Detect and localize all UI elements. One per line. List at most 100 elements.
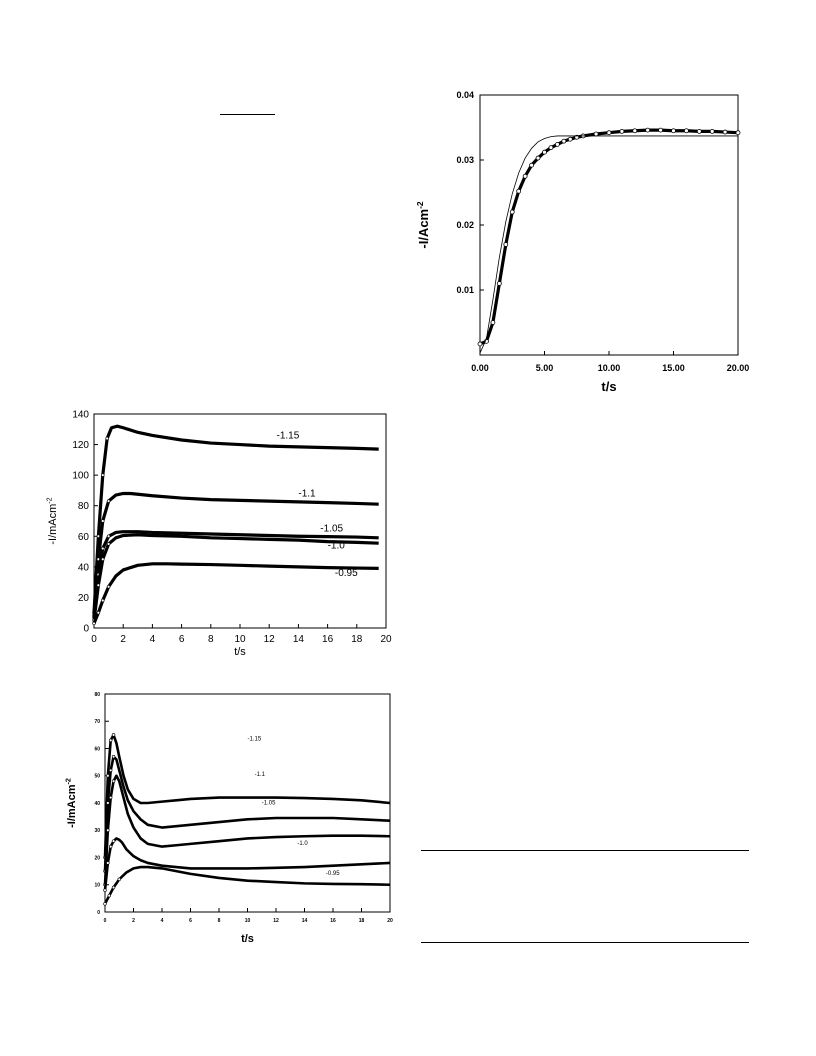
data-point (516, 188, 522, 194)
x-tick-label: 0 (104, 918, 107, 924)
y-tick-label: 20 (94, 855, 100, 861)
y-axis-label-text: -I/Acm (416, 209, 431, 249)
x-tick-label: 20 (380, 634, 392, 645)
series-label: -1.1 (298, 489, 316, 500)
x-tick-label: 0 (91, 634, 97, 645)
x-tick-label: 0.00 (471, 363, 489, 373)
data-point (108, 768, 113, 773)
data-point (619, 129, 625, 134)
y-tick-label: 0.03 (456, 155, 474, 165)
table-bottom-rule (421, 942, 749, 943)
x-tick-label: 4 (161, 918, 164, 924)
data-point (548, 145, 554, 151)
y-axis-label: -I/mAcm-2 (65, 778, 78, 828)
data-point (535, 155, 541, 161)
data-point (606, 130, 612, 136)
data-point (106, 774, 110, 778)
data-point (509, 209, 515, 215)
y-tick-label: 40 (94, 801, 100, 807)
x-tick-label: 16 (322, 634, 334, 645)
data-point (542, 149, 547, 155)
series-line-1 (92, 424, 379, 613)
series-line-2 (103, 755, 391, 872)
data-point (561, 138, 567, 144)
data-point (709, 129, 715, 134)
series-line-4 (92, 533, 379, 621)
data-point (111, 754, 116, 759)
short-rule (220, 114, 275, 115)
data-point (658, 127, 664, 133)
data-point (111, 733, 116, 737)
data-point (101, 473, 105, 477)
x-tick-label: 20 (387, 918, 393, 924)
data-point (735, 130, 741, 136)
x-tick-label: 5.00 (536, 363, 554, 373)
y-tick-label: 30 (94, 828, 100, 834)
y-axis-label: -I/Acm-2 (415, 201, 431, 249)
y-tick-label: 100 (72, 471, 89, 482)
data-point (106, 801, 110, 805)
x-tick-label: 12 (273, 918, 279, 924)
x-tick-label: 14 (293, 634, 305, 645)
data-point (96, 611, 101, 615)
data-point (101, 557, 105, 561)
experimental-curve (479, 128, 739, 346)
y-axis-label-superscript: -2 (415, 201, 425, 209)
data-point (645, 127, 651, 133)
data-point (108, 795, 113, 800)
data-point (567, 136, 573, 142)
series-label: -1.1 (255, 772, 266, 778)
data-point (106, 534, 111, 538)
data-point (529, 162, 534, 168)
data-point (103, 902, 107, 906)
series-label: -1.05 (320, 524, 343, 535)
y-tick-label: 0.02 (456, 220, 474, 230)
y-axis-label-text: -I/mAcm (47, 504, 59, 545)
x-tick-label: 2 (132, 918, 135, 924)
data-point (722, 129, 728, 135)
series-label: -0.95 (326, 871, 340, 877)
y-tick-label: 60 (78, 532, 90, 543)
x-tick-label: 20.00 (727, 363, 750, 373)
data-point (106, 861, 110, 865)
data-point (106, 828, 110, 832)
x-tick-label: 8 (208, 634, 214, 645)
data-point (101, 546, 105, 551)
x-tick-label: 4 (150, 634, 156, 645)
data-point (106, 499, 111, 503)
series-line-4 (103, 837, 391, 891)
data-point (111, 839, 116, 843)
x-tick-label: 6 (179, 634, 185, 645)
x-tick-label: 10 (245, 918, 251, 924)
y-tick-label: 60 (94, 746, 100, 752)
y-tick-label: 0 (83, 624, 89, 635)
data-point (496, 281, 502, 286)
y-axis-label-superscript: -2 (65, 778, 73, 784)
series-line-5 (103, 865, 391, 905)
series-line-5 (92, 562, 379, 625)
y-tick-label: 0 (97, 910, 100, 916)
data-point (696, 129, 702, 134)
x-axis-label: t/s (241, 933, 254, 945)
series-label: -1.15 (248, 736, 262, 742)
y-axis-label: -I/mAcm-2 (46, 497, 59, 544)
series-label: -1.05 (262, 800, 276, 806)
y-tick-label: 40 (78, 562, 90, 573)
data-point (108, 738, 113, 743)
data-point (671, 128, 676, 134)
data-point (105, 436, 109, 441)
x-tick-label: 6 (189, 918, 192, 924)
y-tick-label: 120 (72, 440, 89, 451)
y-axis-label-text: -I/mAcm (66, 784, 78, 828)
table-top-rule (421, 850, 749, 851)
y-tick-label: 0.04 (456, 90, 474, 100)
y-tick-label: 70 (94, 719, 100, 725)
data-point (554, 142, 560, 147)
data-point (107, 893, 111, 898)
data-point (503, 242, 509, 247)
data-point (106, 585, 111, 589)
x-tick-label: 16 (330, 918, 336, 924)
x-tick-label: 14 (302, 918, 308, 924)
data-point (117, 877, 121, 882)
y-tick-label: 80 (94, 692, 100, 698)
